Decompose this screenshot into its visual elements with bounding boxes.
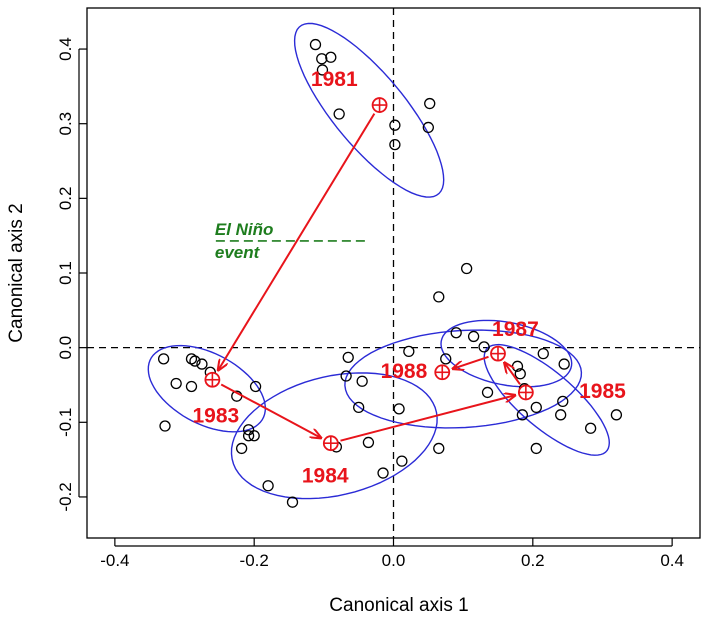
y-tick-label: 0.3 xyxy=(56,112,75,136)
data-point xyxy=(185,353,198,365)
y-tick-label: 0.2 xyxy=(56,187,75,211)
centroid-1985 xyxy=(517,384,534,401)
arrow-1983-to-1984 xyxy=(220,383,321,438)
year-label-1981: 1981 xyxy=(311,68,358,91)
data-point xyxy=(537,347,549,360)
y-tick-label: -0.2 xyxy=(56,482,75,511)
data-point xyxy=(189,355,201,367)
data-point xyxy=(333,108,345,120)
data-point xyxy=(325,51,337,63)
arrow-1984-to-1985 xyxy=(340,395,515,442)
el-nino-label: El Niño xyxy=(215,220,274,239)
data-point xyxy=(422,121,434,134)
data-point xyxy=(309,38,322,51)
data-point xyxy=(424,97,436,110)
data-point xyxy=(377,467,389,479)
data-point xyxy=(185,380,198,393)
ellipse-1985 xyxy=(483,343,611,456)
data-point xyxy=(242,424,255,436)
data-point xyxy=(450,327,462,339)
x-tick-label: -0.4 xyxy=(100,551,129,570)
year-label-1983: 1983 xyxy=(193,405,240,428)
data-point xyxy=(440,353,452,365)
centroid-1984 xyxy=(322,435,339,452)
data-point xyxy=(157,353,170,365)
y-axis-title: Canonical axis 2 xyxy=(6,203,27,342)
ellipse-1984 xyxy=(230,372,438,500)
x-axis-title: Canonical axis 1 xyxy=(329,595,468,616)
data-point xyxy=(433,291,445,303)
centroid-1983 xyxy=(204,371,221,388)
data-point xyxy=(196,358,208,370)
year-label-1984: 1984 xyxy=(302,464,349,487)
ellipse-1987 xyxy=(440,319,573,388)
data-point xyxy=(530,401,542,414)
data-point xyxy=(340,370,352,382)
x-tick-label: 0.0 xyxy=(382,551,406,570)
data-point xyxy=(558,358,570,370)
y-tick-label: 0.0 xyxy=(56,336,75,360)
arrow-1987-to-1988 xyxy=(453,355,489,369)
data-point xyxy=(396,455,408,467)
data-point xyxy=(356,375,368,387)
data-point xyxy=(248,430,260,442)
y-tick-label: 0.1 xyxy=(56,261,75,285)
data-point xyxy=(403,345,415,358)
centroid-1987 xyxy=(490,345,506,362)
x-tick-label: 0.4 xyxy=(660,551,684,570)
event-label: event xyxy=(215,243,261,262)
data-point xyxy=(262,480,274,492)
centroid-1981 xyxy=(371,97,388,113)
year-label-1988: 1988 xyxy=(381,360,428,383)
data-point xyxy=(433,442,445,455)
year-label-1987: 1987 xyxy=(492,318,539,341)
data-point xyxy=(249,380,262,393)
data-point xyxy=(362,436,375,449)
data-point xyxy=(557,395,569,408)
x-tick-label: 0.2 xyxy=(521,551,545,570)
x-tick-label: -0.2 xyxy=(240,551,269,570)
data-point xyxy=(389,119,401,131)
data-point xyxy=(316,64,329,76)
data-point xyxy=(316,53,328,65)
data-point xyxy=(514,368,526,380)
y-tick-label: 0.4 xyxy=(56,37,75,61)
y-tick-label: -0.1 xyxy=(56,408,75,437)
data-point xyxy=(342,351,354,364)
data-point xyxy=(353,401,365,414)
data-point xyxy=(393,403,405,415)
data-point xyxy=(389,138,401,151)
data-point xyxy=(478,341,490,353)
data-point xyxy=(242,430,255,442)
data-point xyxy=(286,496,299,508)
data-point xyxy=(584,422,597,434)
centroid-1988 xyxy=(434,364,451,381)
ellipse-1981 xyxy=(293,22,445,198)
arrow-1985-to-1987 xyxy=(504,363,521,385)
ellipse-1983 xyxy=(147,344,267,433)
year-label-1985: 1985 xyxy=(579,380,626,403)
data-point xyxy=(516,409,529,421)
data-point xyxy=(481,386,494,399)
data-point xyxy=(467,330,480,343)
data-point xyxy=(555,409,567,421)
data-point xyxy=(610,409,623,421)
data-point xyxy=(159,420,171,432)
arrow-1981-to-1983 xyxy=(218,113,376,371)
data-point xyxy=(235,442,248,455)
data-point xyxy=(530,442,542,455)
data-point xyxy=(170,377,182,390)
data-point xyxy=(460,262,473,275)
